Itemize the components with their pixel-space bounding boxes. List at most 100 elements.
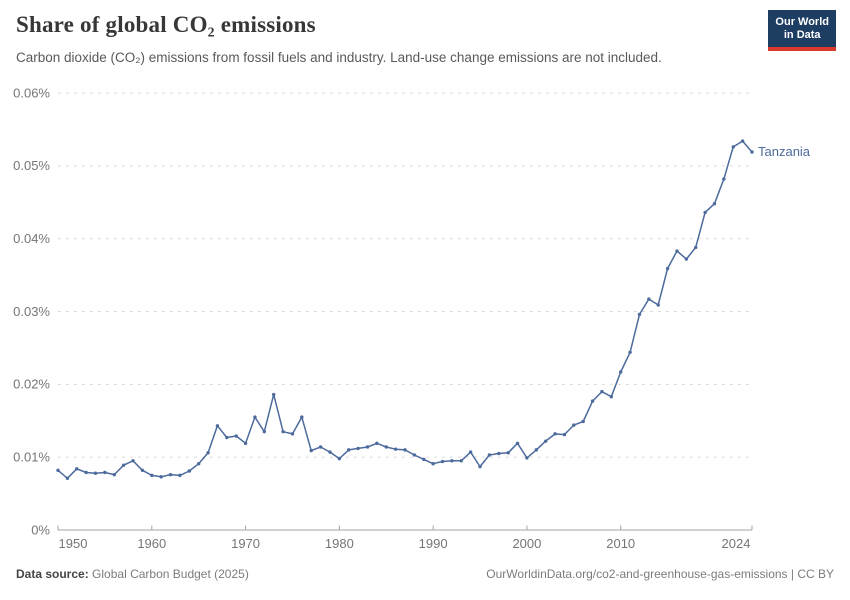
x-tick-label: 1970 (231, 536, 260, 551)
data-point[interactable] (440, 459, 445, 464)
data-point[interactable] (750, 150, 754, 154)
data-point[interactable] (112, 472, 116, 477)
series-end-label: Tanzania (758, 144, 811, 159)
data-point[interactable] (290, 432, 295, 436)
data-point[interactable] (309, 448, 313, 453)
data-point[interactable] (215, 424, 220, 428)
data-point[interactable] (450, 459, 454, 463)
data-point[interactable] (393, 447, 398, 451)
owid-logo-line1: Our World (775, 16, 829, 28)
data-point[interactable] (56, 468, 60, 472)
y-tick-label: 0.05% (13, 158, 50, 173)
data-point[interactable] (93, 471, 98, 475)
data-point[interactable] (722, 177, 726, 181)
data-point[interactable] (497, 451, 501, 456)
data-point[interactable] (609, 395, 614, 399)
data-point[interactable] (703, 210, 707, 215)
data-point[interactable] (328, 450, 332, 454)
data-point[interactable] (262, 429, 267, 434)
x-tick-label: 2024 (722, 536, 751, 551)
data-point[interactable] (431, 462, 435, 466)
x-tick-label: 1960 (137, 536, 166, 551)
y-tick-label: 0.01% (13, 449, 50, 464)
y-tick-label: 0.02% (13, 377, 50, 392)
data-point[interactable] (253, 415, 257, 419)
data-source: Data source: Global Carbon Budget (2025) (16, 567, 249, 581)
y-tick-label: 0.06% (13, 85, 50, 100)
data-point[interactable] (740, 139, 745, 143)
chart-subtitle: Carbon dioxide (CO₂) emissions from foss… (16, 50, 662, 65)
y-tick-label: 0% (31, 522, 50, 537)
data-point[interactable] (225, 435, 229, 440)
owid-logo[interactable]: Our World in Data (768, 10, 836, 51)
x-tick-label: 1990 (419, 536, 448, 551)
data-point[interactable] (468, 450, 473, 454)
data-point[interactable] (572, 423, 576, 427)
x-tick-label: 1950 (59, 536, 88, 551)
data-point[interactable] (168, 472, 173, 477)
data-point[interactable] (178, 473, 182, 478)
data-point[interactable] (356, 446, 360, 451)
data-point[interactable] (300, 415, 304, 419)
data-point[interactable] (712, 202, 717, 206)
owid-logo-line2: in Data (783, 29, 821, 41)
data-point[interactable] (206, 451, 210, 455)
data-point[interactable] (478, 464, 482, 469)
data-point[interactable] (647, 297, 651, 301)
data-point[interactable] (272, 392, 276, 397)
data-point[interactable] (694, 245, 698, 250)
y-tick-label: 0.03% (13, 304, 50, 319)
data-point[interactable] (459, 459, 463, 463)
data-point[interactable] (187, 469, 191, 473)
line-chart[interactable]: 0% 0.01% 0.02% 0.03% 0.04% 0.05% 0.06% 1950 1960… (0, 0, 850, 560)
y-tick-label: 0.04% (13, 231, 50, 246)
data-point[interactable] (553, 432, 557, 436)
x-tick-label: 2000 (512, 536, 541, 551)
data-point[interactable] (543, 439, 548, 443)
data-point[interactable] (422, 457, 426, 462)
data-point[interactable] (684, 257, 689, 261)
data-point[interactable] (243, 441, 248, 446)
data-point[interactable] (365, 445, 370, 449)
data-point[interactable] (150, 473, 154, 478)
data-point[interactable] (75, 467, 79, 471)
data-point[interactable] (318, 445, 323, 449)
data-point[interactable] (121, 463, 126, 467)
data-point[interactable] (562, 432, 567, 437)
data-point[interactable] (506, 451, 510, 455)
data-point[interactable] (403, 448, 407, 452)
data-point[interactable] (281, 429, 285, 434)
footer-link[interactable]: OurWorldinData.org/co2-and-greenhouse-ga… (486, 567, 834, 581)
data-point[interactable] (84, 470, 88, 475)
data-point[interactable] (675, 249, 679, 253)
data-point[interactable] (731, 145, 735, 149)
data-point[interactable] (515, 441, 520, 446)
data-point[interactable] (581, 419, 585, 424)
data-point[interactable] (619, 370, 623, 374)
data-point[interactable] (140, 468, 145, 472)
chart-footer: Data source: Global Carbon Budget (2025)… (16, 567, 834, 581)
data-point[interactable] (600, 389, 604, 394)
data-point[interactable] (234, 434, 238, 438)
data-line[interactable] (57, 140, 753, 480)
data-point[interactable] (159, 475, 163, 479)
data-point[interactable] (196, 462, 201, 466)
data-source-label: Data source: (16, 567, 89, 581)
data-point[interactable] (103, 470, 107, 475)
data-point[interactable] (656, 303, 660, 307)
data-point[interactable] (590, 399, 595, 403)
data-point[interactable] (628, 350, 632, 354)
data-point[interactable] (412, 453, 417, 457)
data-point[interactable] (131, 459, 135, 463)
data-point[interactable] (384, 445, 388, 449)
data-point[interactable] (525, 456, 529, 460)
data-point[interactable] (375, 441, 379, 446)
data-point[interactable] (665, 266, 670, 271)
data-point[interactable] (637, 312, 642, 317)
data-point[interactable] (534, 448, 538, 452)
data-point[interactable] (347, 448, 351, 452)
data-point[interactable] (487, 453, 492, 457)
data-point[interactable] (65, 476, 70, 480)
data-point[interactable] (337, 456, 342, 461)
